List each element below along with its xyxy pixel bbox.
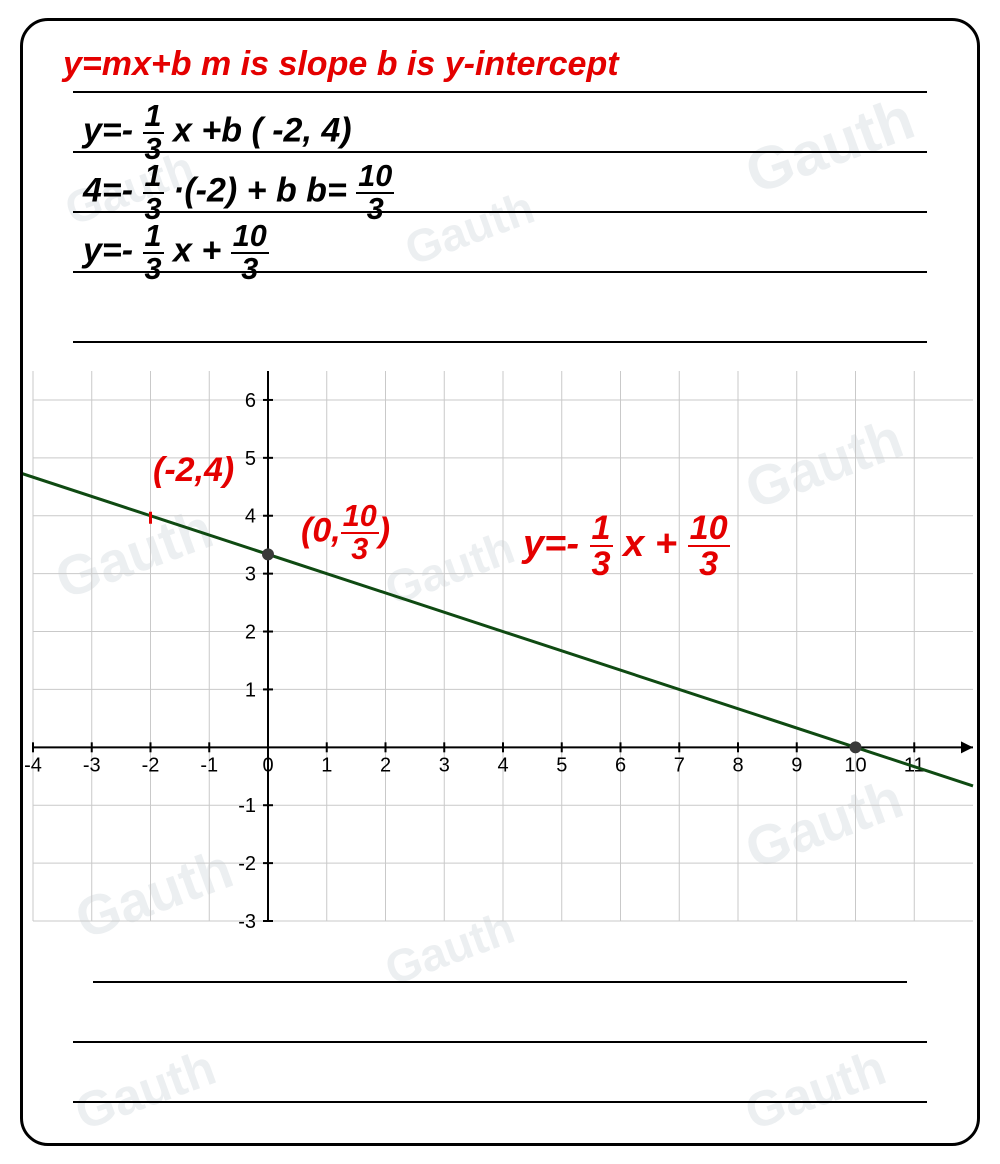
watermark: Gauth (737, 1038, 893, 1142)
text: x + (173, 232, 221, 270)
fraction-10-3: 10 3 (356, 161, 394, 224)
svg-text:2: 2 (380, 754, 391, 776)
fraction-1-3: 1 3 (590, 511, 613, 581)
frac-den: 3 (590, 547, 613, 581)
svg-text:9: 9 (791, 754, 802, 776)
svg-text:6: 6 (615, 754, 626, 776)
svg-text:3: 3 (439, 754, 450, 776)
annotation-point-a: (-2,4) (153, 451, 234, 490)
svg-text:4: 4 (245, 506, 256, 528)
note-frame: Gauth Gauth Gauth Gauth Gauth Gauth Gaut… (20, 18, 980, 1146)
frac-den: 3 (231, 254, 269, 285)
watermark: Gauth (398, 180, 541, 276)
chart-container: -4-3-2-101234567891011-3-2-1123456 (23, 361, 980, 931)
frac-num: 1 (143, 101, 164, 134)
frac-num: 10 (356, 161, 394, 194)
text: x + (623, 523, 677, 565)
text: x +b ( -2, 4) (173, 112, 352, 150)
rule-line (73, 1101, 927, 1103)
svg-text:-3: -3 (83, 754, 101, 776)
svg-text:1: 1 (245, 679, 256, 701)
svg-text:-4: -4 (24, 754, 42, 776)
frac-num: 1 (590, 511, 613, 547)
fraction-1-3: 1 3 (143, 161, 164, 224)
frac-den: 3 (356, 194, 394, 225)
svg-text:1: 1 (321, 754, 332, 776)
fraction-1-3: 1 3 (143, 101, 164, 164)
svg-text:-1: -1 (200, 754, 218, 776)
frac-num: 1 (143, 161, 164, 194)
svg-text:8: 8 (732, 754, 743, 776)
svg-text:2: 2 (245, 622, 256, 644)
svg-text:4: 4 (497, 754, 508, 776)
text: ·(-2) + b b= (173, 172, 347, 210)
text: 4=- (83, 172, 133, 210)
svg-text:3: 3 (245, 564, 256, 586)
rule-line (93, 981, 907, 983)
fraction-10-3: 10 3 (231, 221, 269, 284)
frac-num: 10 (231, 221, 269, 254)
svg-text:7: 7 (674, 754, 685, 776)
frac-den: 3 (143, 254, 164, 285)
frac-den: 3 (688, 547, 730, 581)
text: y=- (83, 112, 133, 150)
frac-num: 10 (688, 511, 730, 547)
annotation-equation: y=- 1 3 x + 10 3 (523, 511, 730, 581)
svg-text:5: 5 (245, 448, 256, 470)
work-line1: y=- 1 3 x +b ( -2, 4) (83, 101, 352, 164)
svg-text:-2: -2 (238, 853, 256, 875)
frac-num: 10 (341, 501, 379, 534)
work-line3: y=- 1 3 x + 10 3 (83, 221, 269, 284)
svg-text:10: 10 (844, 754, 866, 776)
frac-num: 1 (143, 221, 164, 254)
svg-text:0: 0 (262, 754, 273, 776)
fraction-1-3: 1 3 (143, 221, 164, 284)
rule-line (73, 91, 927, 93)
line-chart: -4-3-2-101234567891011-3-2-1123456 (23, 361, 980, 931)
fraction-10-3: 10 3 (688, 511, 730, 581)
frac-den: 3 (341, 534, 379, 565)
svg-text:6: 6 (245, 390, 256, 412)
work-line2: 4=- 1 3 ·(-2) + b b= 10 3 (83, 161, 394, 224)
annotation-point-b: (0, 10 3 ) (301, 501, 390, 564)
svg-text:-1: -1 (238, 795, 256, 817)
rule-line (73, 1041, 927, 1043)
text: y=- (523, 523, 579, 565)
text: (0, (301, 512, 341, 550)
fraction-10-3: 10 3 (341, 501, 379, 564)
watermark: Gauth (736, 83, 922, 207)
watermark: Gauth (67, 1038, 223, 1142)
svg-text:-2: -2 (142, 754, 160, 776)
text: y=- (83, 232, 133, 270)
svg-text:5: 5 (556, 754, 567, 776)
rule-line (73, 341, 927, 343)
text: ) (379, 512, 390, 550)
page-root: Gauth Gauth Gauth Gauth Gauth Gauth Gaut… (0, 0, 1000, 1164)
svg-text:-3: -3 (238, 911, 256, 931)
formula-header: y=mx+b m is slope b is y-intercept (63, 45, 619, 84)
